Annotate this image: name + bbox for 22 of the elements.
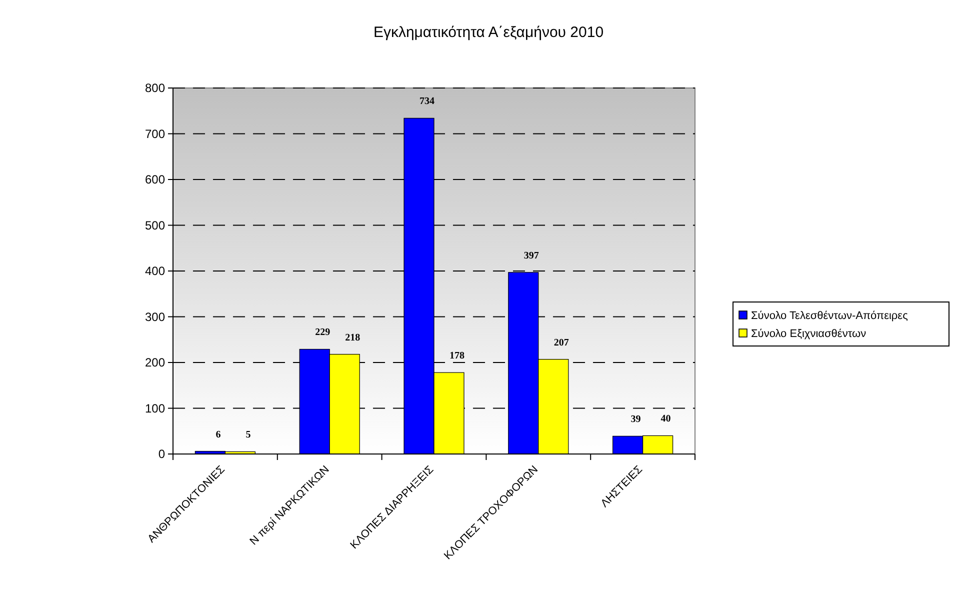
data-label: 5 bbox=[246, 430, 251, 441]
legend-label: Σύνολο Τελεσθέντων-Απόπειρες bbox=[751, 310, 908, 322]
data-label: 178 bbox=[450, 350, 464, 362]
y-tick-label: 400 bbox=[144, 264, 166, 278]
y-tick-label: 600 bbox=[144, 172, 166, 187]
chart-title: Εγκληματικότητα Α΄εξαμήνου 2010 bbox=[373, 24, 604, 41]
data-label: 218 bbox=[345, 332, 360, 344]
legend-label: Σύνολο Εξιχνιασθέντων bbox=[751, 328, 867, 340]
data-label: 6 bbox=[216, 429, 221, 440]
data-label: 397 bbox=[524, 250, 539, 262]
y-tick-label: 200 bbox=[144, 356, 166, 370]
y-tick-label: 300 bbox=[144, 310, 166, 324]
data-label: 734 bbox=[420, 96, 434, 108]
y-tick-label: 0 bbox=[158, 447, 166, 462]
data-label: 229 bbox=[315, 327, 330, 338]
y-tick-label: 700 bbox=[144, 126, 166, 141]
data-label: 207 bbox=[554, 337, 569, 348]
y-tick-label: 100 bbox=[144, 401, 166, 416]
data-label: 40 bbox=[660, 414, 671, 425]
y-tick-label: 800 bbox=[144, 81, 166, 96]
y-tick-label: 500 bbox=[144, 218, 166, 232]
data-label: 39 bbox=[630, 414, 641, 426]
